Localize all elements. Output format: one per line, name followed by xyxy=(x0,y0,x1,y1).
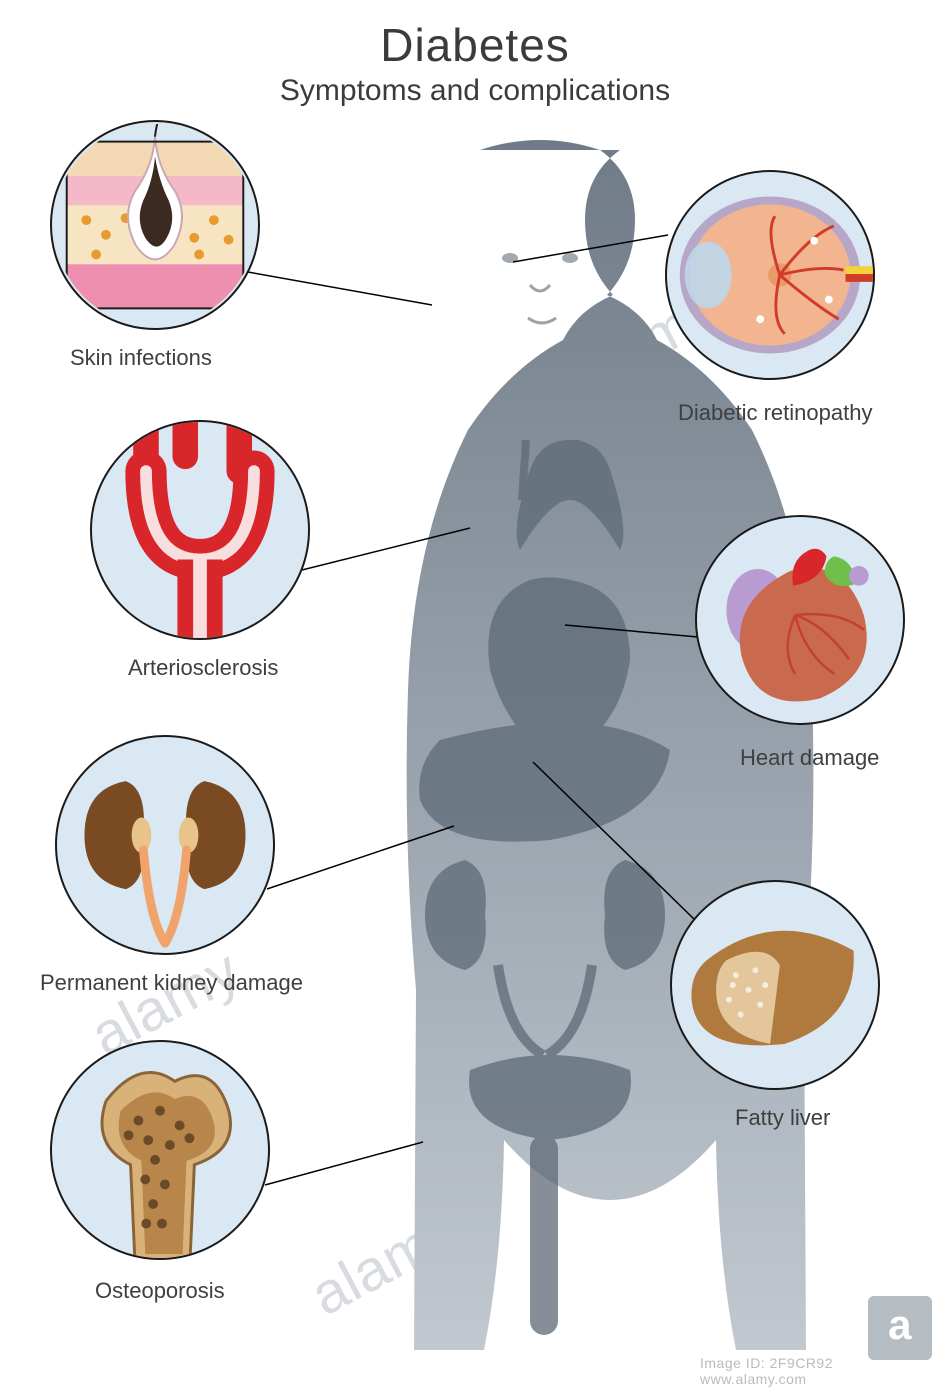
badge-arteriosclerosis xyxy=(90,420,310,640)
label-arteriosclerosis: Arteriosclerosis xyxy=(128,655,278,681)
main-title: Diabetes xyxy=(0,18,950,72)
badge-heart-damage xyxy=(695,515,905,725)
badge-osteoporosis xyxy=(50,1040,270,1260)
badge-diabetic-retinopathy xyxy=(665,170,875,380)
label-diabetic-retinopathy: Diabetic retinopathy xyxy=(678,400,872,426)
subtitle: Symptoms and complications xyxy=(0,74,950,108)
badge-skin-infections xyxy=(50,120,260,330)
infographic-canvas: { "canvas":{"width":950,"height":1390,"b… xyxy=(0,0,950,1390)
badge-kidney-damage xyxy=(55,735,275,955)
badge-fatty-liver xyxy=(670,880,880,1090)
watermark-image-id: Image ID: 2F9CR92 www.alamy.com xyxy=(700,1355,833,1387)
label-kidney-damage: Permanent kidney damage xyxy=(40,970,303,996)
label-fatty-liver: Fatty liver xyxy=(735,1105,830,1131)
label-osteoporosis: Osteoporosis xyxy=(95,1278,225,1304)
label-heart-damage: Heart damage xyxy=(740,745,879,771)
watermark-corner-logo: a xyxy=(868,1296,932,1360)
label-skin-infections: Skin infections xyxy=(70,345,212,371)
